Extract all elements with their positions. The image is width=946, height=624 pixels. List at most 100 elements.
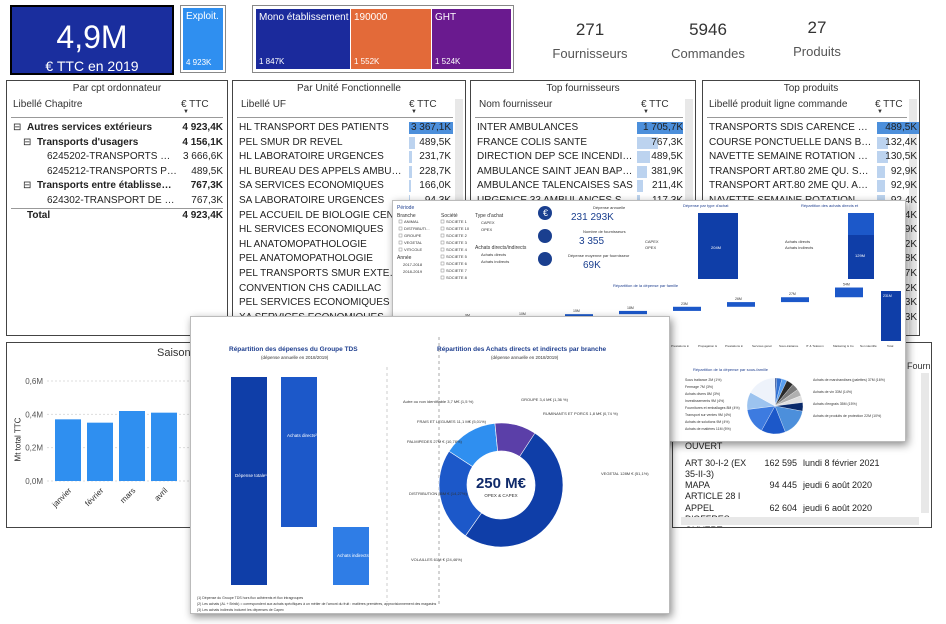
prod-col-ttc[interactable]: € TTC: [875, 99, 903, 110]
branche-checkbox[interactable]: [398, 247, 403, 252]
season-ytick: 0,2M: [25, 444, 43, 453]
uf-row-value: 231,7K: [419, 151, 451, 163]
fourn-col-nom[interactable]: Nom fournisseur: [479, 99, 553, 110]
uf-title: Par Unité Fonctionnelle: [297, 83, 401, 94]
societe-checkbox[interactable]: [440, 240, 445, 245]
collapse-icon[interactable]: ⊟: [13, 122, 22, 133]
societe-checkbox[interactable]: [440, 254, 445, 259]
prod-row-bar: [877, 136, 889, 149]
cpt-row[interactable]: ⊟ Transports d'usagers 4 156,1K: [11, 136, 223, 150]
societe-checkbox[interactable]: [440, 226, 445, 231]
donut-label: VOLAILLES 61M € (24,46%): [411, 557, 463, 562]
capex-option: CAPEX: [481, 220, 495, 225]
fourn-row[interactable]: AMBULANCE SAINT JEAN BAPTIS... 381,9K: [475, 165, 683, 179]
sort-down-icon[interactable]: ▼: [411, 109, 417, 115]
footnote: (3) Les achats indirects incluent les dé…: [197, 608, 284, 612]
uf-col-libelle[interactable]: Libellé UF: [241, 99, 287, 110]
euro-glyph: €: [543, 208, 548, 218]
societe-checkbox[interactable]: [440, 247, 445, 252]
uf-row[interactable]: PEL SMUR DR REVEL 489,5K: [237, 136, 453, 150]
order-procedure: ART 30-I-2 (EX 35-II-3): [685, 458, 747, 479]
prod-scrollbar[interactable]: [909, 99, 917, 335]
cascade-bar: [565, 314, 593, 317]
fourn-row-label: AMBULANCE SAINT JEAN BAPTIS...: [477, 165, 635, 177]
season-bar: [119, 411, 145, 481]
c2-bar-bottom: [848, 235, 874, 279]
sort-down-icon[interactable]: ▼: [643, 109, 649, 115]
uf-col-ttc[interactable]: € TTC: [409, 99, 437, 110]
fourn-row-bar: [637, 151, 651, 164]
uf-row-label: HL LABORATOIRE URGENCES: [239, 151, 384, 163]
order-date: jeudi 6 août 2020: [803, 503, 873, 513]
fourn-row[interactable]: INTER AMBULANCES 1 705,7K: [475, 121, 683, 135]
stat-value: 5946: [689, 20, 727, 39]
uf-row[interactable]: SA SERVICES ECONOMIQUES 166,0K: [237, 179, 453, 193]
d-annuel-label: Dépense annuelle: [593, 205, 626, 210]
cpt-row-label: 624302-TRANSPORT DE BIE...: [47, 195, 177, 206]
uf-row[interactable]: HL BUREAU DES APPELS AMBULAN... 228,7K: [237, 165, 453, 179]
prod-row-bar: [877, 151, 889, 164]
cpt-col-ttc[interactable]: € TTC: [181, 99, 209, 110]
cpt-row[interactable]: 6245212-TRANSPORTS PO... 489,5K: [11, 165, 223, 179]
orders-scrollbar[interactable]: [921, 373, 929, 513]
prod-col-libelle[interactable]: Libellé produit ligne commande: [709, 99, 848, 110]
fourn-scrollbar[interactable]: [685, 99, 693, 229]
fourn-row[interactable]: AMBULANCE TALENCAISES SAS 211,4K: [475, 179, 683, 193]
uf-row[interactable]: HL TRANSPORT DES PATIENTS 3 367,1K: [237, 121, 453, 135]
uf-row[interactable]: HL LABORATOIRE URGENCES 231,7K: [237, 150, 453, 164]
donut-label: RUMINANTS ET PORCS 1,8 M€ (0,74 %): [543, 411, 619, 416]
branche-checkbox[interactable]: [398, 219, 403, 224]
societe-label: Société: [441, 213, 458, 219]
footnote: (2) Les achats (AL + Brinik) = correspon…: [197, 602, 436, 606]
cpt-row[interactable]: ⊟ Autres services extérieurs 4 923,4K: [11, 121, 223, 135]
fourn-row[interactable]: FRANCE COLIS SANTE 767,3K: [475, 136, 683, 150]
prod-row[interactable]: TRANSPORT ART.80 2ME QU. AOUT 92,9K: [707, 179, 917, 193]
order-procedure: OUVERT: [685, 441, 723, 451]
branche-checkbox[interactable]: [398, 226, 403, 231]
c2-bar-top: [848, 213, 874, 235]
cpt-row[interactable]: 624302-TRANSPORT DE BIE... 767,3K: [11, 194, 223, 208]
stat-label: Produits: [793, 44, 841, 59]
cpt-row-label: 6245202-TRANSPORTS USA...: [47, 151, 177, 163]
societe-checkbox[interactable]: [440, 233, 445, 238]
prod-title: Top produits: [783, 83, 839, 94]
prod-row-value: 3,3K: [896, 311, 917, 323]
fourn-row-bar: [637, 165, 648, 178]
exploit-tile[interactable]: Exploit. 4 923K: [183, 8, 223, 70]
societe-checkbox[interactable]: [440, 219, 445, 224]
uf-row-bar: [409, 151, 413, 164]
t190000-tile[interactable]: 190000 1 552K: [351, 9, 431, 69]
orders-hscrollbar[interactable]: [681, 517, 919, 525]
collapse-icon[interactable]: ⊟: [23, 180, 32, 192]
branche-checkbox[interactable]: [398, 233, 403, 238]
cpt-row[interactable]: ⊟ Transports entre établissem... 767,3K: [11, 179, 223, 193]
cascade-category: Services génér: [752, 344, 772, 348]
prod-row[interactable]: TRANSPORTS SDIS CARENCE 3ME ... 489,5K: [707, 121, 919, 135]
branche-checkbox[interactable]: [398, 240, 403, 245]
fourn-row[interactable]: DIRECTION DEP SCE INCENDIE SE... 489,5K: [475, 150, 683, 164]
prod-row[interactable]: COURSE PONCTUELLE DANS BX M... 132,4K: [707, 136, 917, 150]
cpt-row[interactable]: Total 4 923,4K: [11, 207, 223, 223]
uf-row-label: CONVENTION CHS CADILLAC: [239, 282, 382, 294]
cpt-row[interactable]: 6245202-TRANSPORTS USA... 3 666,6K: [11, 150, 223, 164]
prod-row[interactable]: NAVETTE SEMAINE ROTATION 3 - ... 130,5K: [707, 150, 917, 164]
cascade-value: 10M: [519, 312, 526, 316]
prod-row[interactable]: TRANSPORT ART.80 2ME QU. SEPT. 92,9K: [707, 165, 917, 179]
fourn-col-ttc[interactable]: € TTC: [641, 99, 669, 110]
sort-down-icon[interactable]: ▼: [183, 109, 189, 115]
orders-col-fournisseur[interactable]: Fournisseur: [907, 361, 931, 371]
season-title: Saison: [157, 347, 191, 359]
bar-indirects-label: Achats indirects³ 72 M€: [337, 553, 385, 558]
societe-checkbox[interactable]: [440, 261, 445, 266]
cpt-col-chapitre[interactable]: Libellé Chapitre: [13, 99, 83, 110]
type-achat-label: Type d'achat: [475, 213, 504, 219]
ght-tile[interactable]: GHT 1 524K: [432, 9, 511, 69]
pie-slice: [750, 377, 776, 407]
season-ytick: 0,6M: [25, 377, 43, 386]
sort-down-icon[interactable]: ▼: [877, 109, 883, 115]
mono-tile[interactable]: Mono établissement 1 847K: [256, 9, 350, 69]
collapse-icon[interactable]: ⊟: [23, 136, 32, 148]
societe-checkbox[interactable]: [440, 268, 445, 273]
societe-checkbox[interactable]: [440, 275, 445, 280]
uf-row-label: SA SERVICES ECONOMIQUES: [239, 180, 384, 192]
